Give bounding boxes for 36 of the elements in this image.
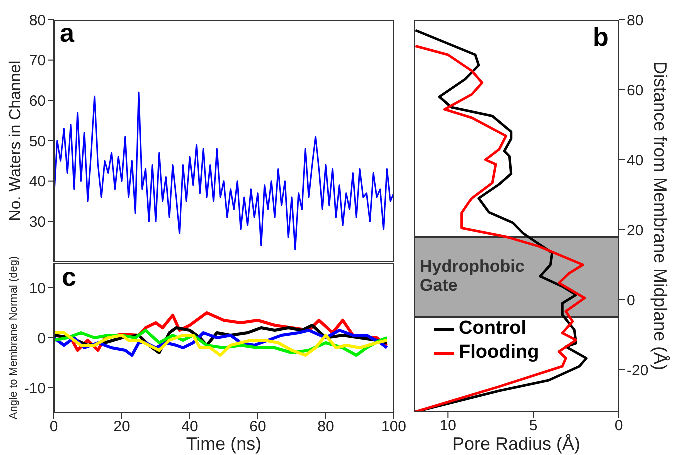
x-axis-title: Pore Radius (Å) — [452, 434, 581, 454]
y-tick-label: 70 — [29, 52, 46, 70]
y-tick-label: 50 — [29, 133, 46, 150]
y-tick-label: 60 — [29, 92, 46, 110]
y-tick-label: 0 — [627, 292, 636, 310]
y-axis-title: No. Waters in Channel — [8, 60, 25, 222]
y-tick-label: 30 — [29, 214, 46, 231]
y-tick-label: 40 — [29, 174, 46, 191]
x-tick-label: 5 — [529, 418, 538, 435]
x-tick-label: 0 — [50, 418, 58, 436]
band-label: Hydrophobic Gate — [420, 257, 525, 296]
x-tick-label: 60 — [250, 418, 266, 436]
y-axis-title: Distance from Membrane Midplane (Å) — [650, 61, 671, 371]
y-tick-label: 0 — [38, 330, 46, 348]
line-series — [54, 92, 394, 251]
x-tick-label: 80 — [318, 418, 334, 436]
legend-label: Control — [459, 318, 527, 340]
y-tick-label: 10 — [29, 280, 46, 298]
chart-title: c — [62, 262, 76, 292]
chart-title: a — [60, 18, 74, 48]
chart-title: b — [593, 22, 609, 52]
y-tick-label: 80 — [627, 12, 644, 30]
y-axis-title: Angle to Membrane Normal (deg) — [8, 256, 20, 420]
y-tick-label: 20 — [627, 222, 644, 240]
y-tick-label: 40 — [627, 152, 644, 170]
y-tick-label: -20 — [627, 362, 649, 380]
y-tick-label: 80 — [29, 12, 46, 30]
x-axis-title: Time (ns) — [186, 434, 262, 454]
x-tick-label: 10 — [440, 418, 457, 435]
y-tick-label: -10 — [24, 380, 46, 398]
legend-label: Flooding — [459, 342, 540, 364]
x-tick-label: 0 — [614, 418, 624, 435]
x-tick-label: 20 — [114, 418, 130, 436]
x-tick-label: 100 — [381, 418, 407, 436]
x-tick-label: 40 — [182, 418, 198, 436]
y-tick-label: 60 — [627, 82, 644, 100]
